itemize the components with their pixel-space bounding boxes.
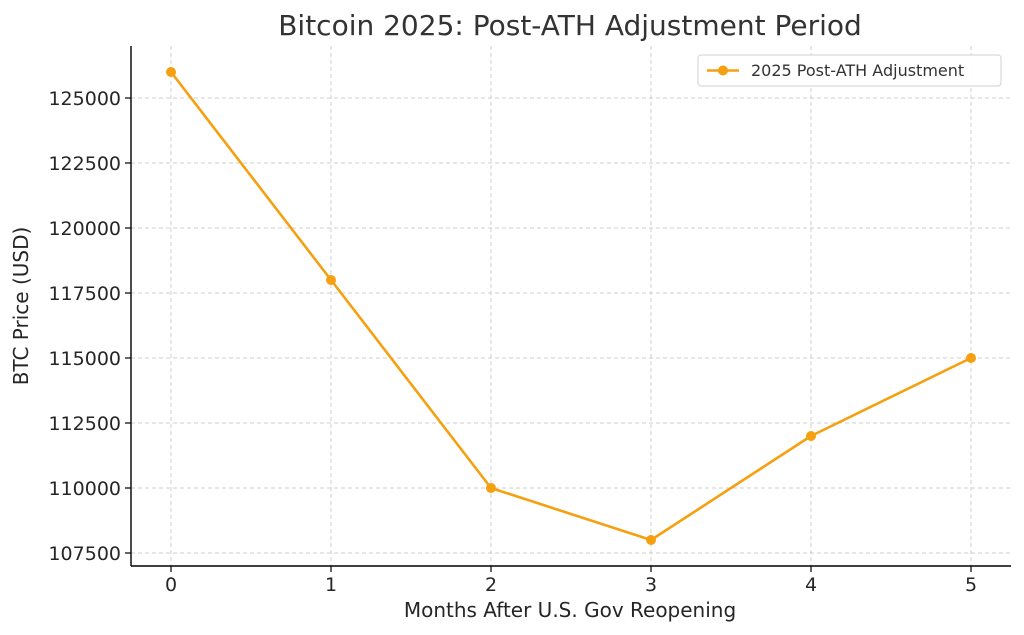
legend: 2025 Post-ATH Adjustment [697,54,1002,87]
axes [125,46,1011,572]
y-tick-label: 115000 [48,348,121,370]
grid [131,46,1011,566]
legend-box [697,54,1002,87]
x-tick-label: 2 [485,574,497,596]
y-tick-label: 112500 [48,413,121,435]
y-tick-label: 117500 [48,283,121,305]
chart-title: Bitcoin 2025: Post-ATH Adjustment Period [278,9,862,42]
data-point [166,67,176,77]
series-layer [166,67,976,545]
y-tick-label: 107500 [48,543,121,565]
x-tick-label: 4 [805,574,817,596]
y-tick-label: 120000 [48,218,121,240]
data-point [486,483,496,493]
legend-label: 2025 Post-ATH Adjustment [751,61,964,80]
y-axis-label: BTC Price (USD) [9,227,33,386]
data-point [646,535,656,545]
x-axis-label: Months After U.S. Gov Reopening [404,598,736,622]
x-tick-label: 3 [645,574,657,596]
data-point [966,353,976,363]
x-tick-label: 5 [965,574,977,596]
y-tick-label: 110000 [48,478,121,500]
data-point [806,431,816,441]
data-point [326,275,336,285]
legend-marker [718,65,728,76]
y-tick-label: 122500 [48,153,121,175]
x-tick-label: 0 [165,574,177,596]
x-tick-label: 1 [325,574,337,596]
series-line [169,70,973,542]
y-tick-label: 125000 [48,88,121,110]
tick-labels: 0 1 2 3 4 5 107500 110000 112500 115000 117500 1200… [48,88,977,596]
